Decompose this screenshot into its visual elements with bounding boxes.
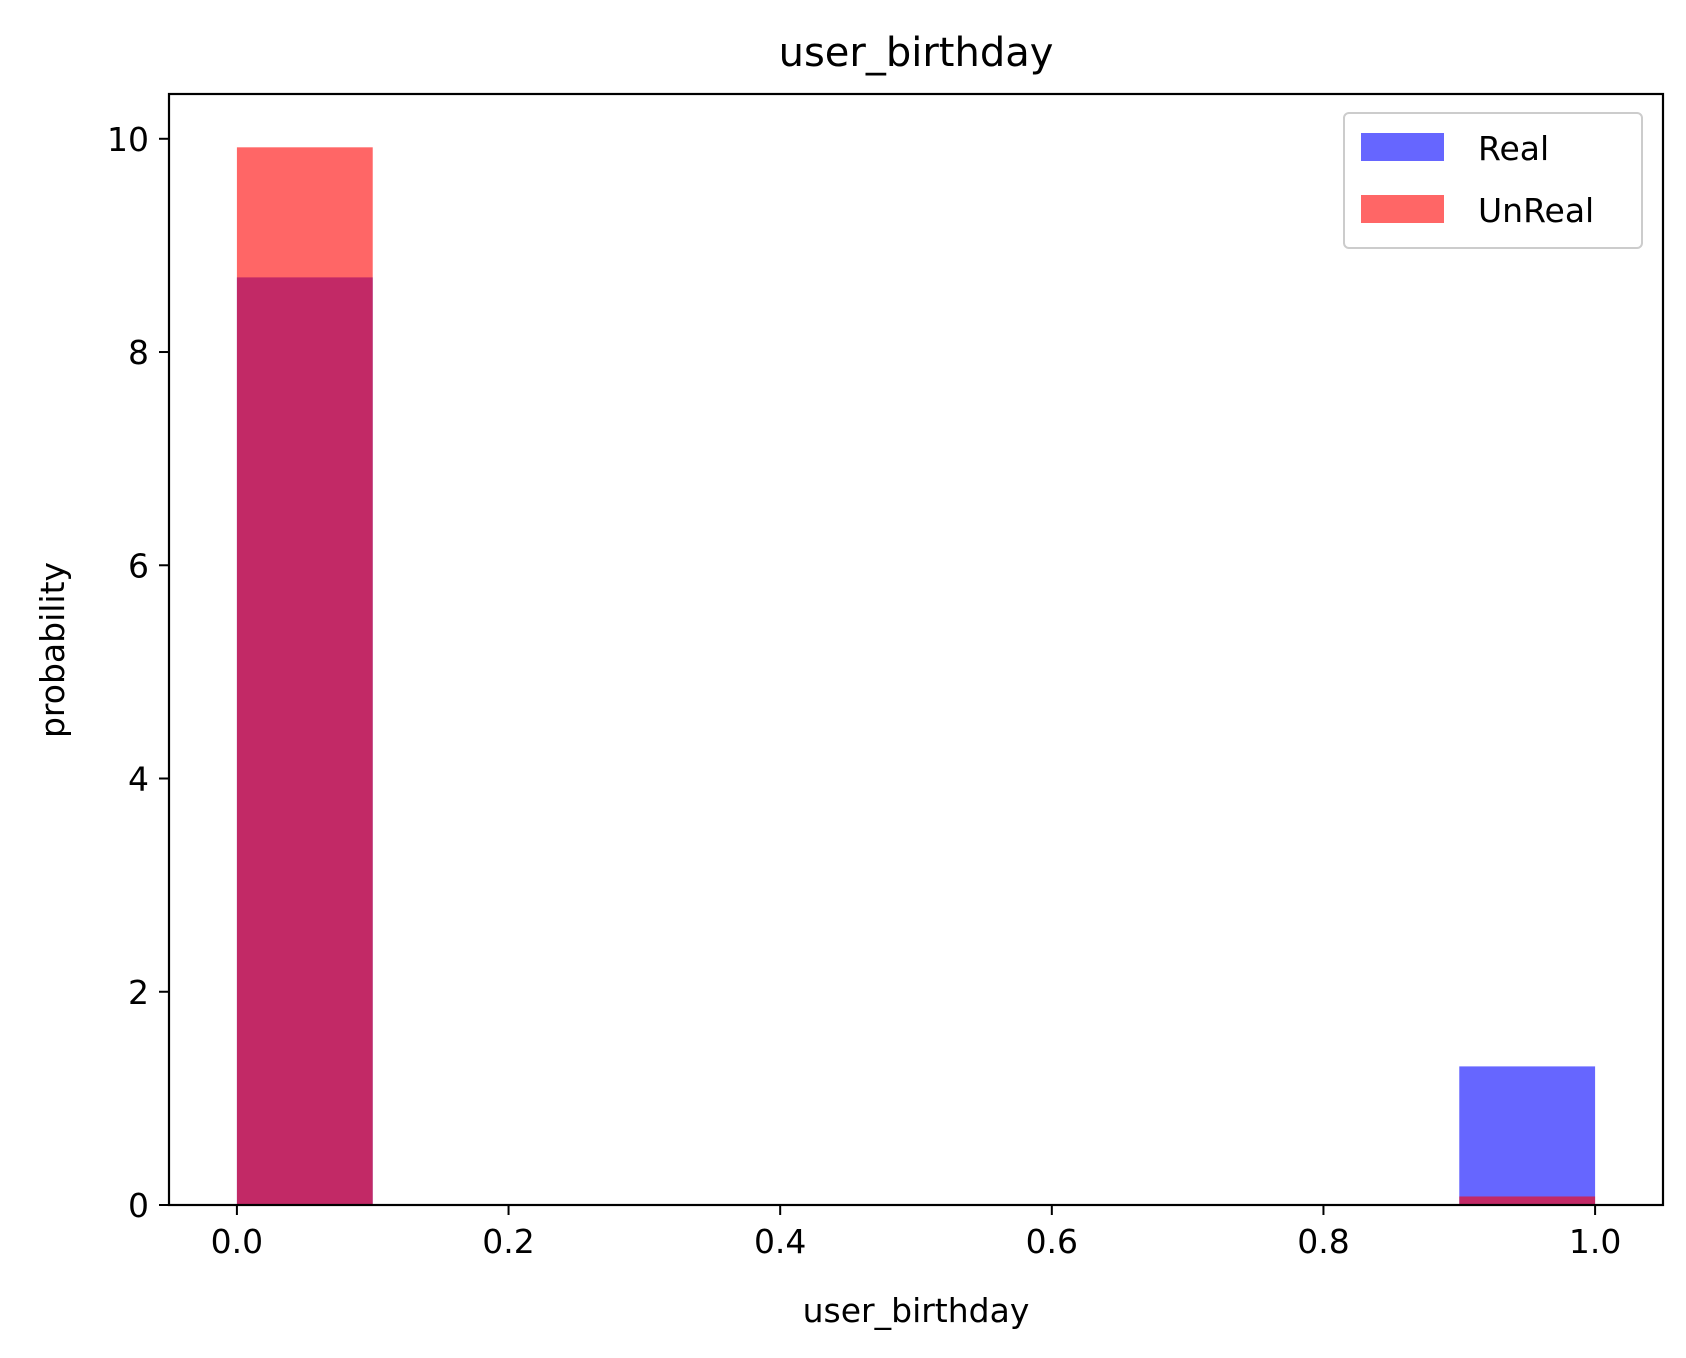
x-tick-label: 0.2 [482,1222,534,1261]
bars-layer [236,147,1596,1206]
legend-label-unreal: UnReal [1478,191,1594,230]
bar-unreal-bin-0 [236,147,373,1206]
y-tick-label: 8 [128,333,149,372]
y-tick-label: 0 [128,1186,149,1225]
y-tick-label: 2 [128,973,149,1012]
x-tick-label: 0.0 [211,1222,263,1261]
y-tick-label: 10 [107,120,149,159]
legend: Real UnReal [1343,112,1643,249]
plot-frame [167,92,1665,1207]
y-tick-label: 4 [128,760,149,799]
legend-label-real: Real [1478,129,1549,168]
bar-real-bin-1 [1459,1066,1596,1205]
legend-swatch-real [1361,133,1444,161]
x-axis-label: user_birthday [803,1291,1030,1330]
x-tick-label: 0.6 [1026,1222,1078,1261]
chart-title: user_birthday [779,30,1054,76]
x-tick-label: 0.8 [1297,1222,1349,1261]
legend-swatch-unreal [1361,195,1444,223]
x-axis: 0.0 0.2 0.4 0.6 0.8 1.0 [211,1205,1621,1261]
bar-unreal-bin-1 [1459,1196,1596,1205]
y-axis: 0 2 4 6 8 10 [107,120,169,1225]
y-tick-label: 6 [128,546,149,585]
y-axis-label: probability [33,562,72,738]
x-tick-label: 1.0 [1569,1222,1621,1261]
x-tick-label: 0.4 [754,1222,806,1261]
